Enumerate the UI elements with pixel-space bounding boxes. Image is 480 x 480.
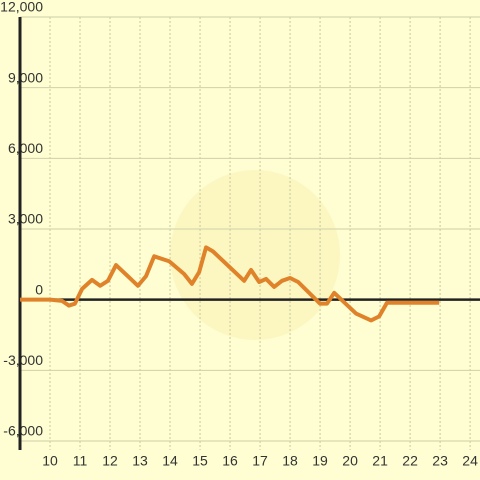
x-tick-label: 19: [312, 453, 328, 469]
y-tick-label: 3,000: [8, 211, 43, 227]
watermark: [170, 170, 340, 340]
y-tick-label: 6,000: [8, 140, 43, 156]
x-tick-label: 16: [222, 453, 238, 469]
x-tick-label: 12: [102, 453, 118, 469]
x-tick-label: 24: [462, 453, 478, 469]
y-tick-label: 12,000: [0, 0, 43, 15]
x-tick-label: 13: [132, 453, 148, 469]
y-tick-label: -6,000: [3, 423, 43, 439]
x-tick-label: 23: [432, 453, 448, 469]
x-tick-label: 15: [192, 453, 208, 469]
x-tick-label: 11: [73, 453, 88, 469]
x-tick-label: 22: [402, 453, 418, 469]
x-tick-label: 14: [162, 453, 178, 469]
x-tick-label: 17: [252, 453, 268, 469]
x-tick-label: 10: [42, 453, 58, 469]
x-tick-label: 20: [342, 453, 358, 469]
y-tick-label: 0: [35, 281, 43, 297]
y-tick-label: -3,000: [3, 352, 43, 368]
data-line: [20, 245, 440, 323]
x-tick-label: 18: [282, 453, 298, 469]
x-tick-label: 21: [372, 453, 388, 469]
y-tick-label: 9,000: [8, 69, 43, 85]
